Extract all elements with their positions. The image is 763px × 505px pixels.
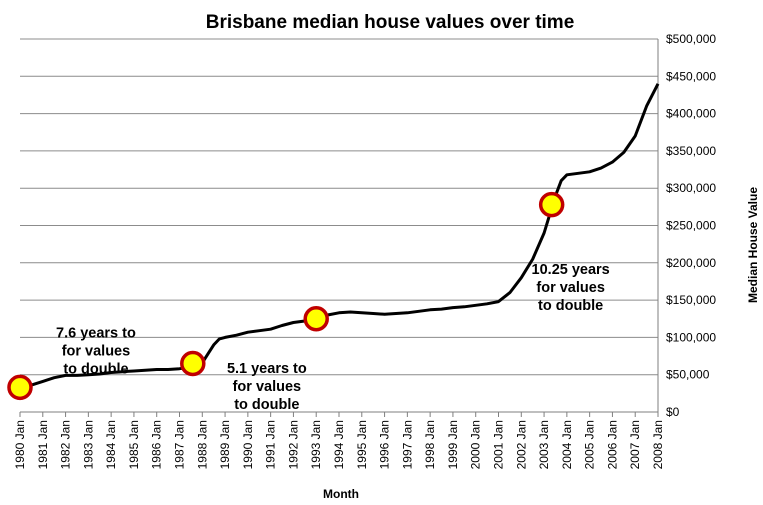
x-tick-label: 1992 Jan xyxy=(286,420,300,469)
doubling-marker xyxy=(303,306,329,332)
x-tick-label: 1984 Jan xyxy=(104,420,118,469)
doubling-marker xyxy=(180,350,206,377)
x-tick-label: 2007 Jan xyxy=(628,420,642,469)
x-tick-label: 2004 Jan xyxy=(560,420,574,469)
x-tick-label: 1987 Jan xyxy=(173,420,187,469)
x-tick-label: 1980 Jan xyxy=(13,420,27,469)
y-tick-label: $500,000 xyxy=(666,32,716,46)
x-tick-label: 1993 Jan xyxy=(309,420,323,469)
x-tick-label: 2006 Jan xyxy=(605,420,619,469)
y-tick-label: $200,000 xyxy=(666,256,716,270)
x-tick-label: 2002 Jan xyxy=(514,420,528,469)
x-tick-label: 1986 Jan xyxy=(150,420,164,469)
y-tick-label: $150,000 xyxy=(666,293,716,307)
x-tick-label: 2000 Jan xyxy=(469,420,483,469)
y-tick-label: $300,000 xyxy=(666,181,716,195)
y-tick-label: $350,000 xyxy=(666,144,716,158)
x-tick-label: 1997 Jan xyxy=(400,420,414,469)
x-tick-label: 1981 Jan xyxy=(36,420,50,469)
x-tick-label: 1983 Jan xyxy=(81,420,95,469)
x-tick-label: 1994 Jan xyxy=(332,420,346,469)
y-tick-label: $100,000 xyxy=(666,330,716,344)
x-tick-label: 2003 Jan xyxy=(537,420,551,469)
x-tick-label: 1982 Jan xyxy=(59,420,73,469)
doubling-marker xyxy=(538,191,565,218)
y-axis-ticks: $0 $50,000 $100,000 $150,000 $200,000 $250,00… xyxy=(666,32,716,419)
plot-area: $0 $50,000 $100,000 $150,000 $200,000 $250,00… xyxy=(7,32,716,469)
x-tick-label: 1999 Jan xyxy=(446,420,460,469)
x-tick-label: 2005 Jan xyxy=(583,420,597,469)
x-tick-label: 2001 Jan xyxy=(492,420,506,469)
y-tick-label: $450,000 xyxy=(666,69,716,83)
x-tick-label: 1989 Jan xyxy=(218,420,232,469)
y-axis-title: Median House Value xyxy=(746,187,760,303)
x-tick-label: 1998 Jan xyxy=(423,420,437,469)
annotations: 7.6 years to for values to double 5.1 years… xyxy=(56,262,610,413)
x-tick-label: 1996 Jan xyxy=(378,420,392,469)
doubling-marker xyxy=(7,374,33,401)
y-tick-label: $400,000 xyxy=(666,107,716,121)
x-tick-label: 1991 Jan xyxy=(264,420,278,469)
series-line xyxy=(19,83,660,389)
markers xyxy=(7,191,565,401)
chart-title: Brisbane median house values over time xyxy=(206,12,575,33)
doubling-annotation: 5.1 years to for values to double xyxy=(227,361,307,413)
gridlines xyxy=(20,38,659,413)
doubling-annotation: 10.25 years for values to double xyxy=(532,262,610,314)
x-tick-label: 1995 Jan xyxy=(355,420,369,469)
x-tick-label: 2008 Jan xyxy=(651,420,665,469)
y-tick-label: $50,000 xyxy=(666,368,710,382)
y-tick-label: $0 xyxy=(666,405,680,419)
doubling-annotation: 7.6 years to for values to double xyxy=(56,325,136,377)
x-tick-label: 1985 Jan xyxy=(127,420,141,469)
y-tick-label: $250,000 xyxy=(666,219,716,233)
x-axis-ticks: 1980 Jan 1981 Jan 1982 Jan 1983 Jan 1984 Jan… xyxy=(13,412,665,469)
x-tick-label: 1988 Jan xyxy=(195,420,209,469)
x-tick-label: 1990 Jan xyxy=(241,420,255,469)
x-axis-title: Month xyxy=(323,487,359,501)
